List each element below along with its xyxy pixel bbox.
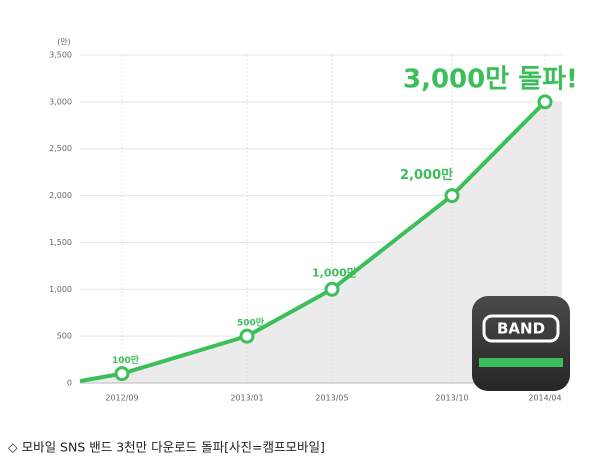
y-tick-label: 1,000 [49, 285, 72, 294]
area [80, 101, 562, 383]
point [114, 366, 130, 382]
x-tick-label: 2014/04 [528, 394, 561, 403]
band-icon: BAND [472, 296, 570, 391]
y-tick-label: 2,500 [49, 144, 72, 153]
point [444, 188, 460, 204]
x-tick-label: 2013/10 [435, 394, 468, 403]
x-tick-label: 2012/09 [105, 394, 138, 403]
data-label: 500만 [237, 317, 265, 329]
data-label: 100만 [112, 354, 140, 366]
data-label: 3,000만 돌파! [403, 64, 578, 94]
plot: 0 500 1,000 1,500 2,000 2,500 3,000 3,500 2012/0… [49, 51, 578, 403]
icon-badge [482, 314, 560, 343]
x-tick-label: 2013/01 [230, 394, 263, 403]
data-label: 2,000만 [400, 167, 453, 183]
y-tick-label: 0 [67, 379, 72, 388]
icon-stripe [479, 358, 563, 367]
y-tick-label: 3,500 [49, 51, 72, 60]
x-tick-label: 2013/05 [315, 394, 348, 403]
point [324, 281, 340, 297]
y-unit: (만) [57, 38, 71, 47]
y-tick-label: 1,500 [49, 238, 72, 247]
caption: ◇ 모바일 SNS 밴드 3천만 다운로드 돌파[사진=캠프모바일] [8, 440, 325, 455]
icon-background [472, 296, 570, 391]
data-label: 1,000만 [312, 265, 357, 279]
y-tick-label: 2,000 [49, 191, 72, 200]
point [239, 328, 255, 344]
point [537, 94, 553, 110]
icon-label: BAND [497, 320, 545, 338]
y-tick-label: 3,000 [49, 97, 72, 106]
y-tick-label: 500 [57, 332, 72, 341]
